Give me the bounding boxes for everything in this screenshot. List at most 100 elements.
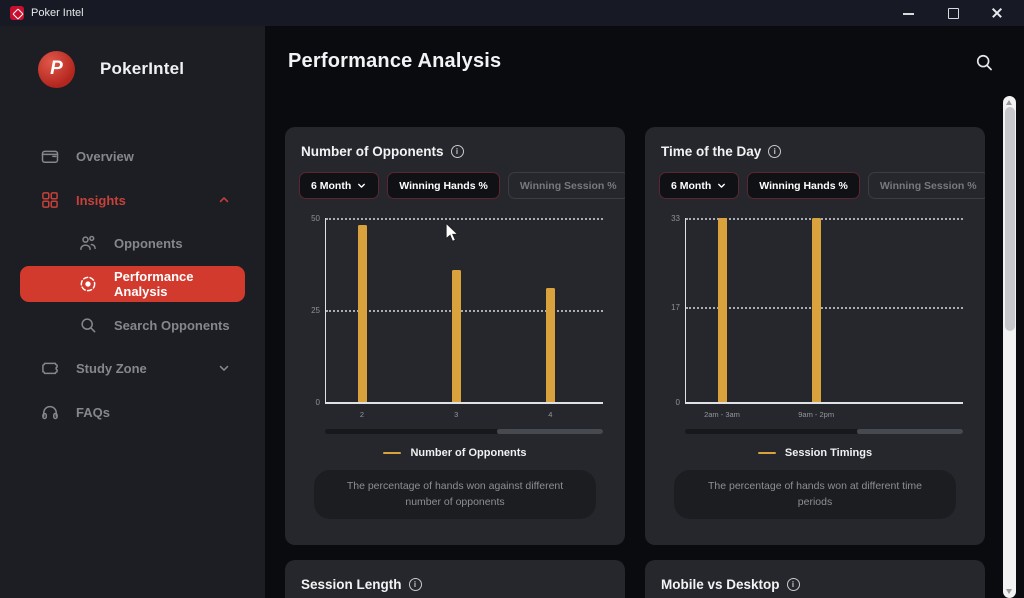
tab-label: 6 Month [671, 179, 712, 192]
chevron-down-icon[interactable] [217, 361, 231, 375]
tab-winning-session-[interactable]: Winning Session % [507, 172, 625, 199]
window-title: Poker Intel [31, 7, 84, 19]
gridline [326, 310, 603, 312]
sidebar-item-performance-analysis[interactable]: Performance Analysis [20, 266, 245, 302]
window-controls [902, 6, 1014, 20]
page-title: Performance Analysis [288, 50, 502, 72]
y-axis-tick: 33 [671, 214, 680, 223]
card-title: Session Length [301, 577, 402, 592]
chevron-up-icon[interactable] [217, 193, 231, 207]
sidebar-item-search-opponents[interactable]: Search Opponents [0, 304, 265, 346]
scroll-up-arrow-icon[interactable] [1006, 100, 1012, 105]
main-header: Performance Analysis [288, 50, 994, 73]
scrollbar-thumb[interactable] [497, 429, 603, 434]
info-icon[interactable]: i [768, 145, 782, 158]
scrollbar-thumb[interactable] [1004, 107, 1015, 331]
bar [357, 225, 367, 402]
info-icon[interactable]: i [450, 145, 464, 158]
bar [717, 218, 727, 402]
sidebar-item-label: Study Zone [76, 360, 147, 376]
sidebar-item-study-zone[interactable]: Study Zone [0, 346, 265, 390]
y-axis-tick: 17 [671, 303, 680, 313]
gridline [686, 307, 963, 310]
legend-dash-icon [757, 451, 776, 455]
minimize-button[interactable] [902, 6, 916, 20]
legend-label: Number of Opponents [410, 447, 527, 459]
gridline [326, 218, 603, 220]
ticket-icon [40, 358, 60, 378]
insights-icon [40, 190, 60, 210]
tab-winning-hands-[interactable]: Winning Hands % [747, 172, 860, 199]
scrollbar-thumb[interactable] [857, 429, 963, 434]
vertical-scrollbar[interactable] [1003, 96, 1016, 598]
search-icon [78, 315, 98, 335]
x-axis-label: 2 [359, 410, 365, 419]
sidebar-item-overview[interactable]: Overview [0, 134, 265, 178]
bar [811, 218, 821, 402]
card-title: Number of Opponents [301, 144, 444, 159]
titlebar: Poker Intel [0, 0, 1024, 26]
app-logo-icon [10, 6, 24, 20]
x-axis-label: 9am - 2pm [798, 410, 835, 419]
bar-chart: 0 25 50 2 3 4 [297, 201, 613, 445]
legend-dash-icon [383, 451, 402, 455]
sidebar-item-label: Overview [76, 148, 134, 164]
chart-description: The percentage of hands won against diff… [314, 470, 596, 519]
sidebar-nav: Overview Insights Opponents Performance Ana… [0, 134, 265, 434]
sidebar-item-label: Opponents [114, 235, 183, 251]
scrollbar-track [685, 429, 858, 434]
period-dropdown[interactable]: 6 Month [299, 172, 380, 199]
chart-legend: Session Timings [657, 447, 973, 459]
card-title-row: Time of the Day i [657, 139, 973, 159]
caret-down-icon [716, 180, 727, 191]
y-axis-tick: 0 [315, 398, 320, 407]
target-icon [78, 274, 98, 294]
info-icon[interactable]: i [786, 578, 800, 591]
brand-name: PokerIntel [100, 59, 185, 78]
sidebar-item-faqs[interactable]: FAQs [0, 390, 265, 434]
tab-winning-session-[interactable]: Winning Session % [867, 172, 985, 199]
caret-down-icon [356, 180, 367, 191]
y-axis-tick: 50 [311, 214, 320, 223]
bar [545, 287, 555, 402]
period-dropdown[interactable]: 6 Month [659, 172, 740, 199]
info-icon[interactable]: i [408, 578, 422, 591]
sidebar-item-label: Search Opponents [114, 317, 230, 333]
chart-legend: Number of Opponents [297, 447, 613, 459]
tab-label: Winning Hands % [759, 179, 848, 192]
chart-description: The percentage of hands won at different… [674, 470, 956, 519]
y-axis-tick: 0 [675, 398, 680, 407]
scroll-down-arrow-icon[interactable] [1006, 589, 1012, 594]
card-title-row: Number of Opponents i [297, 139, 613, 159]
x-axis-label: 2am - 3am [704, 410, 740, 419]
headphones-icon [40, 402, 60, 422]
close-button[interactable] [990, 6, 1004, 20]
bar-chart: 0 17 33 2am - 3am 9am - 2pm [657, 201, 973, 445]
y-axis-tick: 25 [311, 306, 320, 315]
sidebar-item-label: Performance Analysis [114, 269, 194, 299]
sidebar-item-opponents[interactable]: Opponents [0, 222, 265, 264]
sidebar-item-label: Insights [76, 192, 126, 208]
brand-row: P PokerIntel [0, 26, 265, 96]
bar [451, 269, 461, 402]
card-mobile-vs-desktop: Mobile vs Desktop i [645, 560, 985, 598]
gridline [686, 218, 963, 220]
tab-label: Winning Session % [519, 179, 617, 192]
tab-label: 6 Month [311, 179, 352, 192]
chart-horizontal-scrollbar[interactable] [685, 429, 963, 434]
sidebar-item-insights[interactable]: Insights [0, 178, 265, 222]
sidebar: P PokerIntel Overview Insights Opponents Pe… [0, 26, 265, 598]
plot-area: 0 17 33 2am - 3am 9am - 2pm [671, 214, 963, 419]
tab-winning-hands-[interactable]: Winning Hands % [387, 172, 500, 199]
people-icon [78, 233, 98, 253]
x-axis-label: 4 [548, 410, 553, 419]
chart-horizontal-scrollbar[interactable] [325, 429, 603, 434]
main-content: Performance Analysis Number of Opponents… [265, 26, 1024, 598]
search-icon[interactable] [974, 52, 994, 72]
legend-label: Session Timings [784, 447, 873, 459]
scrollbar-track [325, 429, 498, 434]
maximize-button[interactable] [946, 6, 960, 20]
